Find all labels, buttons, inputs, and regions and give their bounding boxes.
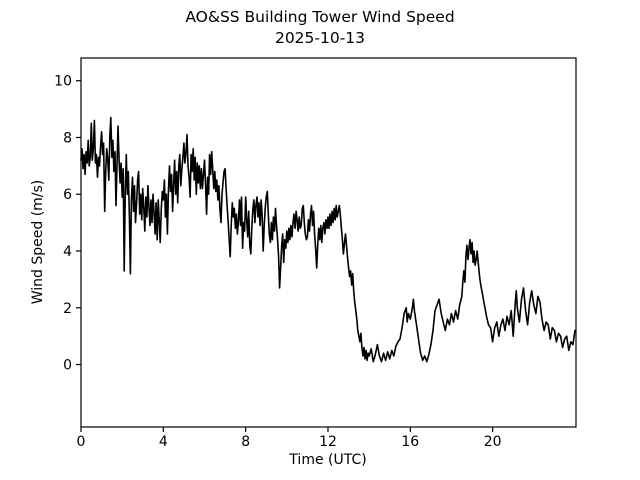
x-tick-label: 4 — [159, 434, 168, 450]
x-tick-label: 12 — [319, 434, 337, 450]
x-tick-label: 0 — [77, 434, 86, 450]
chart-title-line2: 2025-10-13 — [274, 29, 366, 47]
y-tick-label: 2 — [63, 301, 72, 317]
x-axis-label: Time (UTC) — [289, 452, 367, 468]
x-tick-label: 20 — [484, 434, 502, 450]
y-tick-label: 10 — [54, 74, 72, 90]
y-tick-label: 8 — [63, 130, 72, 146]
y-axis-label: Wind Speed (m/s) — [30, 179, 46, 305]
y-tick-label: 0 — [63, 358, 72, 374]
x-tick-label: 16 — [401, 434, 419, 450]
y-tick-label: 4 — [63, 244, 72, 260]
y-tick-label: 6 — [63, 187, 72, 203]
axes-frame — [80, 57, 577, 428]
wind-speed-line — [80, 116, 576, 363]
chart-title: AO&SS Building Tower Wind Speed 2025-10-… — [0, 7, 640, 49]
chart-title-line1: AO&SS Building Tower Wind Speed — [185, 8, 455, 26]
x-tick-label: 8 — [241, 434, 250, 450]
